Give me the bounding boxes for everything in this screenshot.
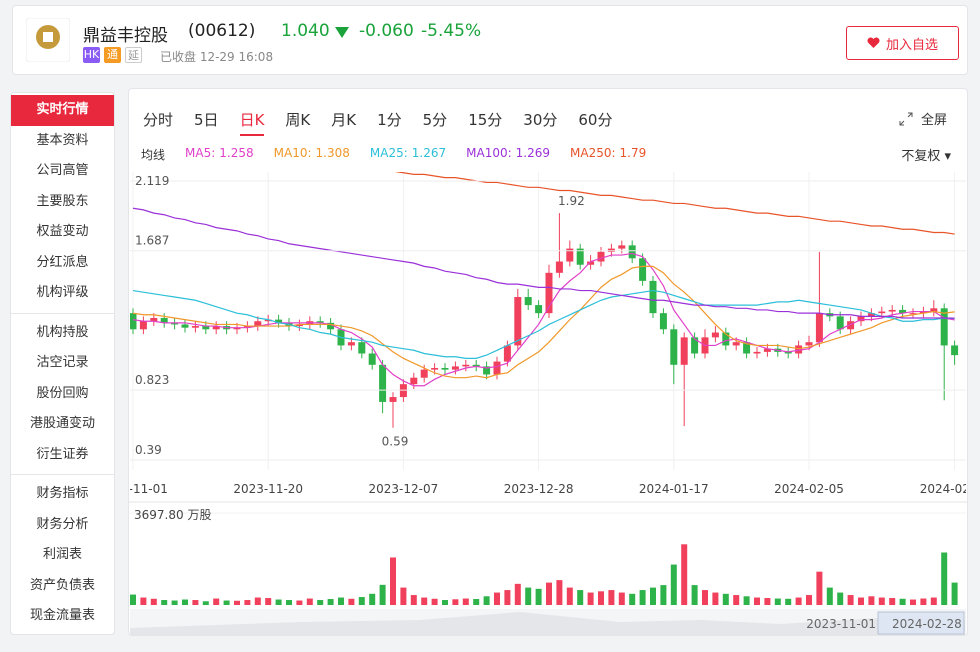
header: 鼎益丰控股 (00612) 1.040 -0.060 -5.45% HK 通延 已… <box>12 5 968 75</box>
change-pct: -5.45% <box>421 21 482 41</box>
sidebar-item[interactable]: 公司高管 <box>36 163 89 178</box>
period-tab[interactable]: 周K <box>285 111 311 129</box>
sidebar-item[interactable]: 基本资料 <box>36 132 89 148</box>
legend-value: 1.79 <box>619 146 647 160</box>
chart-panel: 分时 5日 日K 周K 月K 1分 5分 15分 30分 60分 全屏 均线 MA51.258 MA1… <box>128 88 968 636</box>
legend-item: MA2501.79 <box>570 146 646 163</box>
adjust-select[interactable]: 不复权 ▾ <box>901 149 951 164</box>
sidebar-item[interactable]: 港股通变动 <box>29 416 95 431</box>
badge: 通 <box>104 47 121 63</box>
sidebar-item[interactable]: 利润表 <box>42 547 82 562</box>
sidebar-item[interactable]: 财务指标 <box>36 486 89 501</box>
period-tabs: 分时 5日 日K 周K 月K 1分 5分 15分 30分 60分 <box>143 109 633 136</box>
sidebar-item[interactable]: 股份回购 <box>36 385 89 401</box>
sidebar-separator <box>11 474 114 475</box>
adjust-label: 不复权 <box>901 149 941 164</box>
watch-label: 加入自选 <box>885 37 938 53</box>
legend-item: MA51.258 <box>185 146 254 163</box>
badge: 延 <box>125 47 142 63</box>
watch-button[interactable]: 加入自选 <box>846 26 959 60</box>
sidebar-separator <box>11 312 114 314</box>
legend-value: 1.267 <box>411 146 447 160</box>
legend-item: MA251.267 <box>370 146 446 163</box>
legend-value: 1.308 <box>315 146 350 160</box>
legend-value: 1.258 <box>219 146 254 160</box>
legend-name: MA25 <box>370 146 412 160</box>
period-tab[interactable]: 5分 <box>422 111 448 129</box>
legend-item: MA1001.269 <box>466 146 550 163</box>
period-tab[interactable]: 30分 <box>523 111 558 129</box>
stock-name: 鼎益丰控股 <box>83 26 168 46</box>
sidebar-item[interactable]: 机构评级 <box>36 285 89 300</box>
period-tab[interactable]: 月K <box>331 111 357 129</box>
period-tab[interactable]: 分时 <box>143 111 174 129</box>
sidebar-item[interactable]: 主要股东 <box>36 193 89 209</box>
legend-name: MA250 <box>570 146 620 160</box>
sidebar-item[interactable]: 权益变动 <box>36 224 89 239</box>
fullscreen[interactable]: 全屏 <box>899 109 947 128</box>
sidebar-item[interactable]: 现金流量表 <box>29 608 95 623</box>
sidebar: 实时行情基本资料公司高管主要股东权益变动分红派息机构评级机构持股沽空记录股份回购… <box>10 92 115 635</box>
ma-legend: 均线MA51.258MA101.308MA251.267MA1001.269MA… <box>141 146 646 163</box>
sidebar-item[interactable]: 分红派息 <box>36 254 89 270</box>
legend-name: MA5 <box>185 146 219 160</box>
ma-label: 均线 <box>141 148 166 162</box>
stock-code: (00612) <box>188 21 256 41</box>
period-tab[interactable]: 60分 <box>578 111 613 129</box>
fullscreen-icon <box>899 112 913 125</box>
status: 已收盘 12-29 16:08 <box>160 50 274 64</box>
badges: HK 通延 <box>83 47 142 63</box>
period-tab[interactable]: 15分 <box>468 111 503 129</box>
sidebar-item[interactable]: 财务分析 <box>36 516 89 532</box>
badge: HK <box>83 47 100 63</box>
sidebar-item[interactable]: 衍生证券 <box>36 446 89 462</box>
legend-value: 1.269 <box>515 146 550 160</box>
legend-name: MA100 <box>466 146 516 160</box>
heart-icon <box>867 37 880 48</box>
sidebar-item[interactable]: 实时行情 <box>11 95 114 126</box>
sidebar-item[interactable]: 沽空记录 <box>36 355 89 370</box>
legend-name: MA10 <box>274 146 316 160</box>
down-arrow <box>335 27 349 38</box>
sidebar-item[interactable]: 机构持股 <box>36 324 89 340</box>
period-tab[interactable]: 日K <box>239 109 265 136</box>
fullscreen-label: 全屏 <box>920 113 947 128</box>
price: 1.040 <box>281 21 330 41</box>
period-tab[interactable]: 5日 <box>194 111 219 129</box>
logo <box>26 18 70 62</box>
legend-item: MA101.308 <box>274 146 350 163</box>
change: -0.060 <box>359 21 414 41</box>
period-tab[interactable]: 1分 <box>377 111 402 129</box>
sidebar-item[interactable]: 资产负债表 <box>29 577 95 593</box>
